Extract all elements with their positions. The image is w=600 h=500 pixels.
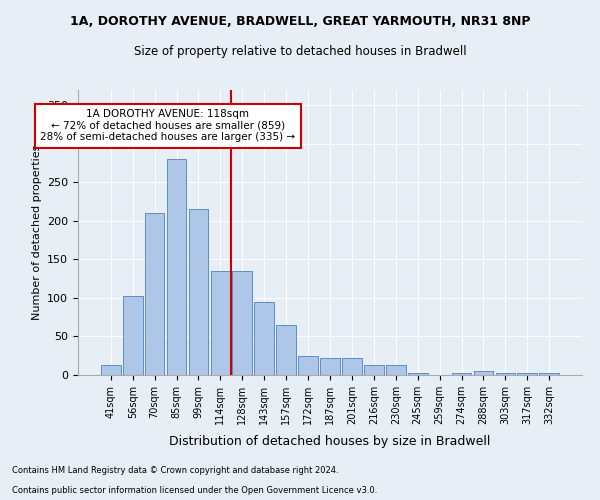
Bar [473,371,493,375]
Bar [145,213,164,375]
Bar [408,372,428,375]
Bar [496,372,515,375]
Text: 1A DOROTHY AVENUE: 118sqm
← 72% of detached houses are smaller (859)
28% of semi: 1A DOROTHY AVENUE: 118sqm ← 72% of detac… [40,110,295,142]
Bar [364,365,384,375]
Bar [386,365,406,375]
Bar [298,356,318,375]
Bar [188,210,208,375]
Text: Distribution of detached houses by size in Bradwell: Distribution of detached houses by size … [169,435,491,448]
Bar [101,365,121,375]
Bar [320,358,340,375]
Bar [539,372,559,375]
Text: 1A, DOROTHY AVENUE, BRADWELL, GREAT YARMOUTH, NR31 8NP: 1A, DOROTHY AVENUE, BRADWELL, GREAT YARM… [70,15,530,28]
Bar [517,372,537,375]
Bar [276,325,296,375]
Bar [232,271,252,375]
Bar [167,160,187,375]
Bar [452,372,472,375]
Y-axis label: Number of detached properties: Number of detached properties [32,145,41,320]
Text: Size of property relative to detached houses in Bradwell: Size of property relative to detached ho… [134,45,466,58]
Bar [342,358,362,375]
Text: Contains HM Land Registry data © Crown copyright and database right 2024.: Contains HM Land Registry data © Crown c… [12,466,338,475]
Text: Contains public sector information licensed under the Open Government Licence v3: Contains public sector information licen… [12,486,377,495]
Bar [211,271,230,375]
Bar [123,296,143,375]
Bar [254,302,274,375]
